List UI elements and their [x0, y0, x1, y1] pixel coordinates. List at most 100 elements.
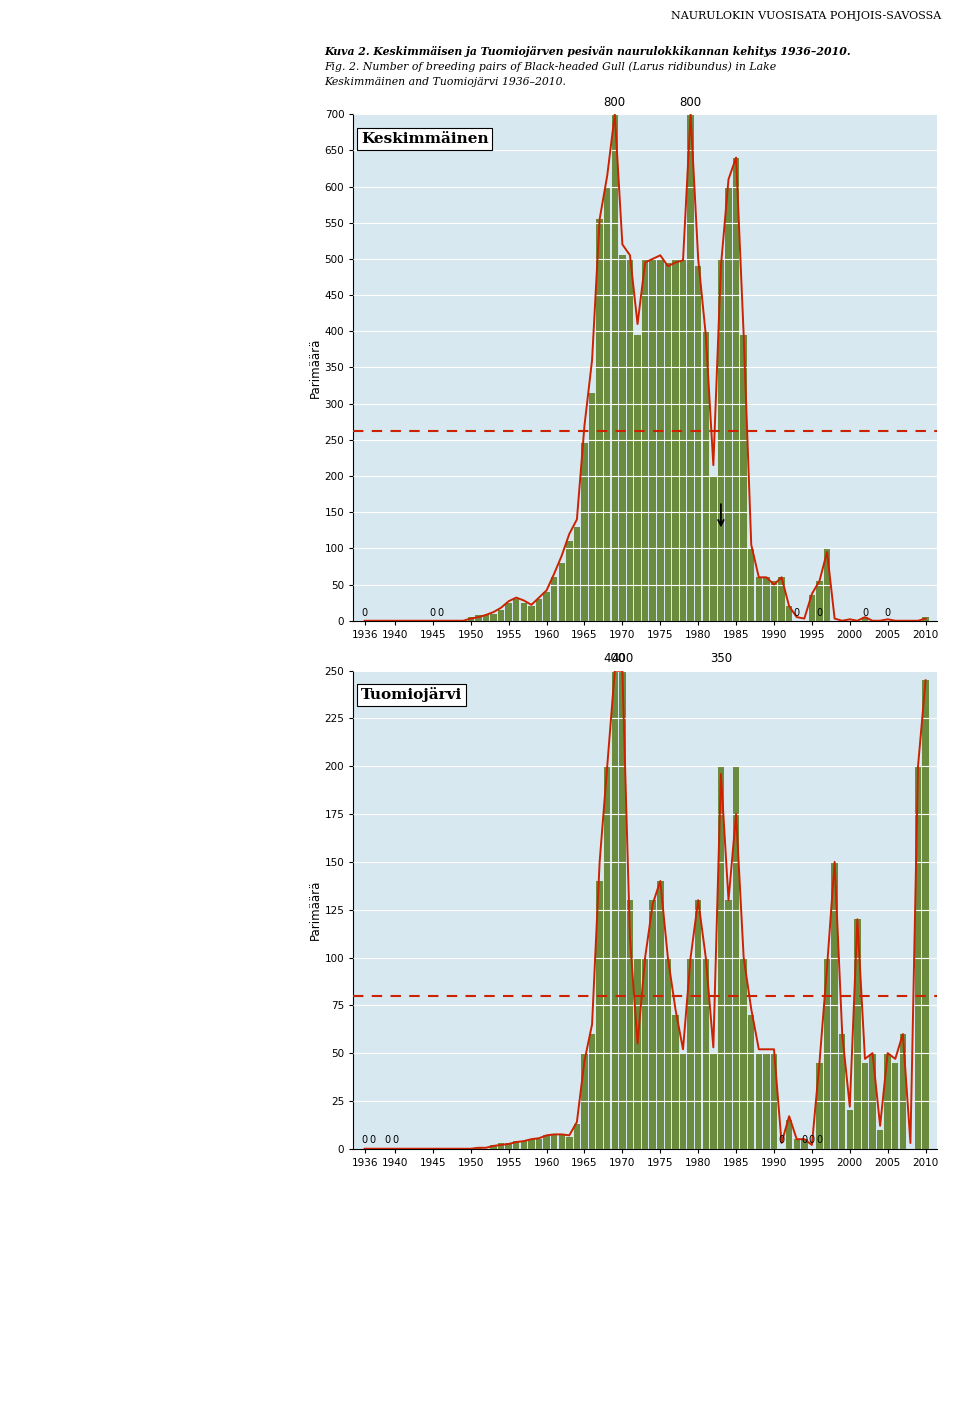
Bar — [680, 1053, 686, 1149]
Text: 0: 0 — [362, 1134, 368, 1144]
Bar — [726, 900, 732, 1149]
Text: 0: 0 — [392, 1134, 398, 1144]
Text: 0: 0 — [794, 608, 800, 618]
Bar — [740, 958, 747, 1149]
Text: 0: 0 — [816, 1134, 823, 1144]
Bar — [695, 267, 702, 621]
Bar — [771, 1053, 778, 1149]
Text: 0: 0 — [816, 608, 823, 618]
Bar — [596, 880, 603, 1149]
Text: Tuomiojärvi: Tuomiojärvi — [361, 688, 462, 702]
Bar — [498, 1143, 504, 1149]
Bar — [588, 392, 595, 621]
Bar — [732, 766, 739, 1149]
Bar — [574, 1124, 580, 1149]
Bar — [740, 335, 747, 621]
Bar — [786, 606, 792, 621]
Text: 0: 0 — [779, 1134, 784, 1144]
Bar — [657, 258, 663, 621]
Bar — [513, 1142, 519, 1149]
Bar — [664, 958, 671, 1149]
Text: 0: 0 — [862, 608, 868, 618]
Bar — [657, 880, 663, 1149]
Bar — [491, 614, 496, 621]
Bar — [506, 1143, 512, 1149]
Bar — [513, 599, 519, 621]
Bar — [672, 258, 679, 621]
Bar — [854, 919, 860, 1149]
Bar — [710, 1053, 716, 1149]
Bar — [816, 581, 823, 621]
Bar — [680, 258, 686, 621]
Text: 350: 350 — [709, 652, 732, 665]
Bar — [718, 258, 724, 621]
Bar — [559, 562, 564, 621]
Bar — [627, 258, 634, 621]
Bar — [520, 602, 527, 621]
Bar — [687, 958, 694, 1149]
Bar — [732, 157, 739, 621]
Text: 800: 800 — [604, 96, 626, 108]
Bar — [923, 616, 929, 621]
Bar — [915, 766, 922, 1149]
Bar — [543, 592, 550, 621]
Bar — [816, 1063, 823, 1149]
Bar — [748, 548, 755, 621]
Bar — [506, 602, 512, 621]
Text: Keskimmäinen and Tuomiojärvi 1936–2010.: Keskimmäinen and Tuomiojärvi 1936–2010. — [324, 77, 566, 87]
Bar — [923, 681, 929, 1149]
Bar — [687, 114, 694, 621]
Text: 0: 0 — [884, 608, 891, 618]
Bar — [581, 1053, 588, 1149]
Bar — [581, 444, 588, 621]
Text: Kuva 2. Keskimmäisen ja Tuomiojärven pesivän naurulokkikannan kehitys 1936–2010.: Kuva 2. Keskimmäisen ja Tuomiojärven pes… — [324, 46, 852, 57]
Bar — [794, 1139, 800, 1149]
Bar — [763, 1053, 770, 1149]
Bar — [672, 1015, 679, 1149]
Bar — [491, 1144, 496, 1149]
Bar — [612, 114, 618, 621]
Bar — [635, 958, 640, 1149]
Bar — [520, 1142, 527, 1149]
Bar — [619, 671, 626, 1149]
Bar — [559, 1136, 564, 1149]
Text: 0: 0 — [384, 1134, 391, 1144]
Bar — [786, 1120, 792, 1149]
Bar — [710, 477, 716, 621]
Bar — [756, 578, 762, 621]
Text: 0: 0 — [802, 1134, 807, 1144]
Bar — [483, 615, 490, 621]
Text: 0: 0 — [809, 1134, 815, 1144]
Text: Keskimmäinen: Keskimmäinen — [361, 131, 489, 146]
Bar — [596, 220, 603, 621]
Bar — [779, 578, 784, 621]
Bar — [566, 541, 572, 621]
Bar — [756, 1053, 762, 1149]
Bar — [703, 331, 709, 621]
Bar — [862, 616, 868, 621]
Bar — [771, 581, 778, 621]
Bar — [574, 527, 580, 621]
Bar — [650, 900, 656, 1149]
Bar — [543, 1136, 550, 1149]
Bar — [604, 187, 611, 621]
Bar — [498, 609, 504, 621]
Bar — [892, 1063, 899, 1149]
Bar — [831, 862, 838, 1149]
Text: 400: 400 — [612, 652, 634, 665]
Bar — [876, 1130, 883, 1149]
Bar — [642, 958, 648, 1149]
Bar — [528, 606, 535, 621]
Bar — [635, 335, 640, 621]
Bar — [801, 1139, 807, 1149]
Bar — [588, 1035, 595, 1149]
Bar — [536, 599, 542, 621]
Bar — [839, 1035, 846, 1149]
Text: 0: 0 — [438, 608, 444, 618]
Bar — [536, 1139, 542, 1149]
Bar — [824, 548, 830, 621]
Bar — [475, 615, 482, 621]
Bar — [900, 1035, 906, 1149]
Bar — [619, 255, 626, 621]
Text: 0: 0 — [362, 608, 368, 618]
